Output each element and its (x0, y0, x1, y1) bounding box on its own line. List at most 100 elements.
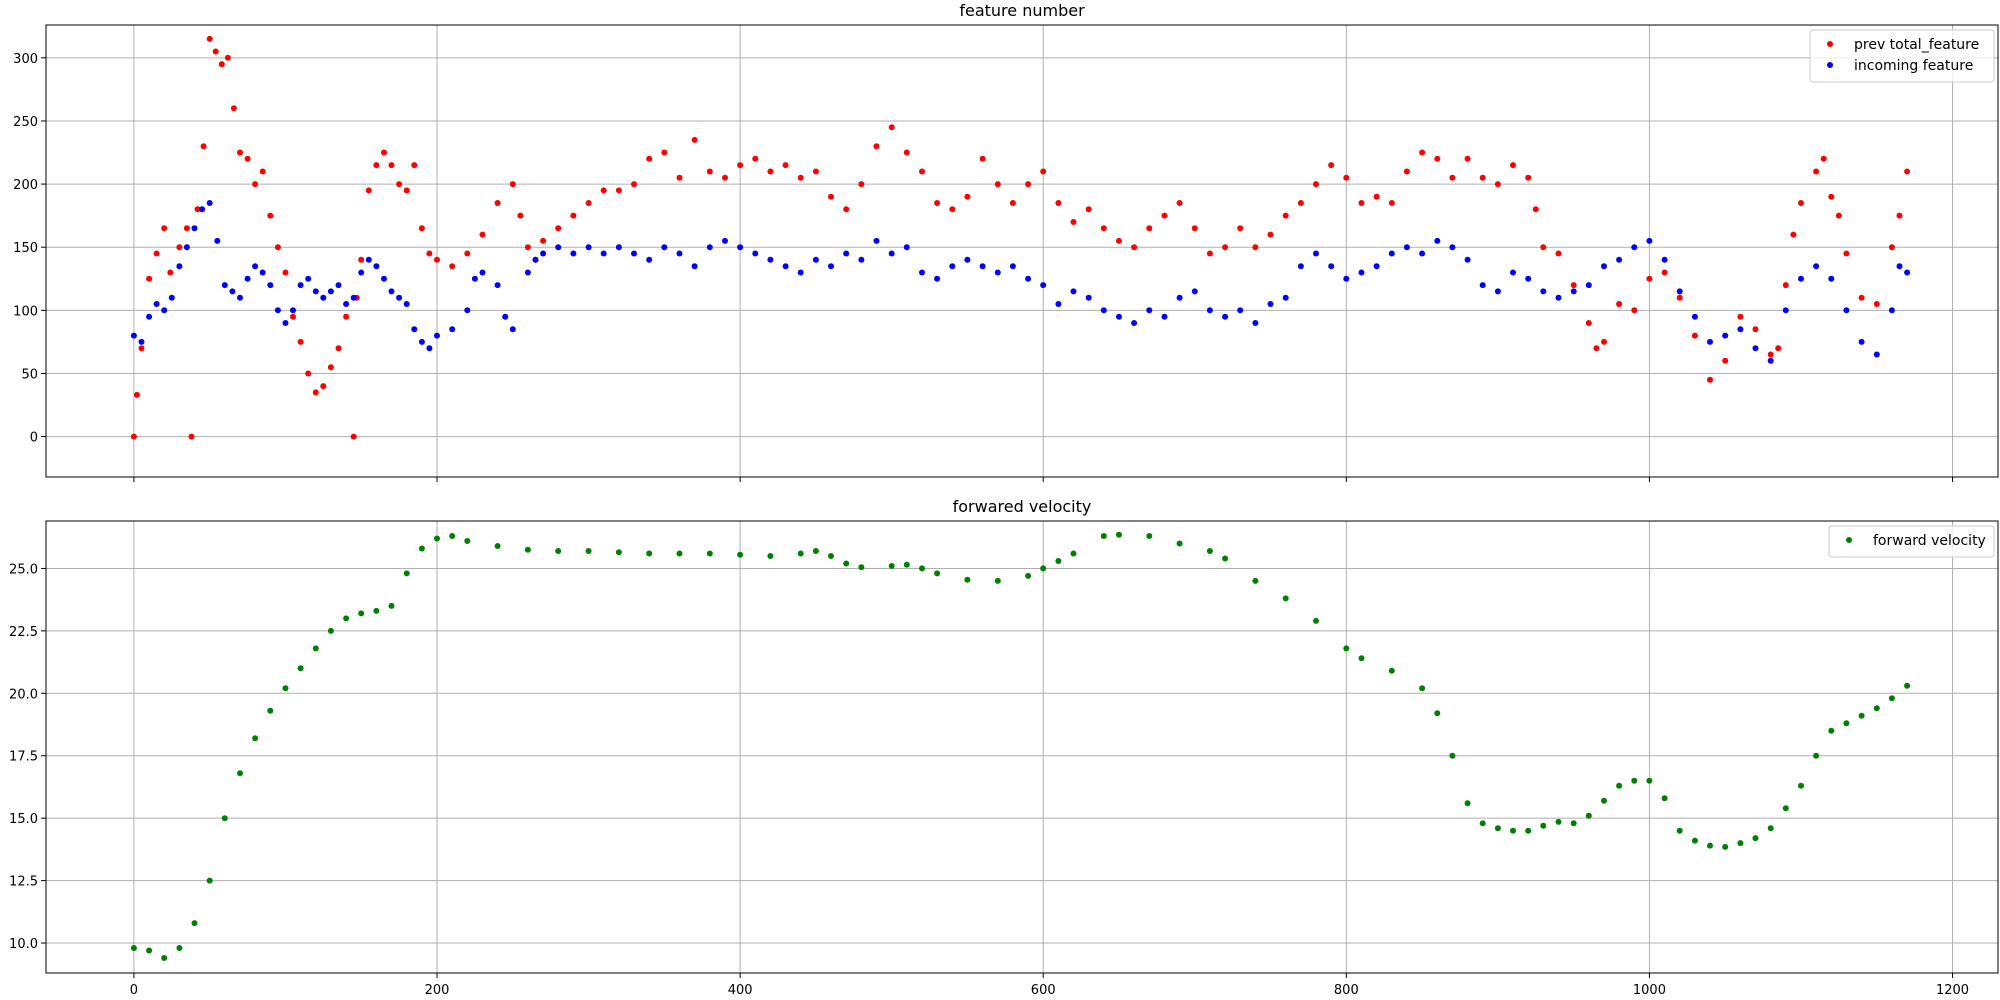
data-point-forward-velocity (221, 815, 228, 822)
data-point-forward-velocity (828, 553, 834, 559)
data-point-incoming-feature (1161, 313, 1168, 320)
data-point-prev-total-feature (1161, 212, 1168, 219)
data-point-incoming-feature (206, 200, 213, 206)
x-tick-label: 200 (425, 983, 450, 998)
data-point-forward-velocity (1116, 531, 1122, 538)
data-point-prev-total-feature (1722, 357, 1729, 364)
data-point-forward-velocity (1494, 825, 1501, 832)
data-point-incoming-feature (524, 269, 531, 276)
data-point-incoming-feature (843, 250, 850, 257)
data-point-incoming-feature (1055, 301, 1062, 307)
legend-label: incoming feature (1854, 58, 1973, 74)
y-tick-label: 0 (30, 431, 38, 446)
data-point-prev-total-feature (1116, 237, 1122, 244)
data-point-incoming-feature (1464, 256, 1471, 263)
data-point-forward-velocity (464, 538, 471, 544)
data-point-prev-total-feature (1131, 244, 1138, 251)
data-point-prev-total-feature (146, 275, 153, 282)
data-point-forward-velocity (964, 576, 971, 583)
data-point-incoming-feature (130, 332, 137, 339)
data-point-prev-total-feature (1464, 155, 1471, 162)
data-point-prev-total-feature (1790, 231, 1797, 238)
data-point-incoming-feature (1601, 263, 1607, 270)
data-point-forward-velocity (1767, 825, 1774, 832)
data-point-incoming-feature (873, 237, 880, 244)
data-point-prev-total-feature (449, 263, 456, 270)
y-tick-label: 10.0 (9, 937, 38, 952)
data-point-incoming-feature (631, 250, 637, 257)
data-point-prev-total-feature (1775, 345, 1782, 352)
data-point-incoming-feature (320, 294, 327, 301)
data-point-prev-total-feature (1085, 206, 1092, 213)
legend-label: prev total_feature (1854, 37, 1979, 53)
data-point-forward-velocity (1691, 837, 1698, 844)
legend: forward velocity (1828, 525, 1995, 558)
data-point-incoming-feature (615, 244, 622, 251)
data-point-incoming-feature (1297, 263, 1304, 270)
data-point-prev-total-feature (1434, 155, 1441, 162)
y-tick-label: 150 (13, 241, 38, 256)
data-point-forward-velocity (161, 955, 168, 961)
data-point-forward-velocity (358, 610, 365, 617)
data-point-incoming-feature (1373, 263, 1380, 270)
data-point-prev-total-feature (752, 155, 759, 162)
data-point-forward-velocity (1722, 843, 1729, 850)
data-point-prev-total-feature (1449, 174, 1456, 181)
data-point-incoming-feature (426, 345, 433, 352)
data-point-forward-velocity (1358, 655, 1365, 662)
data-point-incoming-feature (1494, 288, 1501, 295)
data-point-forward-velocity (206, 877, 213, 884)
data-point-forward-velocity (1070, 550, 1077, 557)
data-point-prev-total-feature (524, 244, 531, 251)
data-point-incoming-feature (1252, 320, 1259, 326)
data-point-prev-total-feature (858, 181, 865, 188)
data-point-incoming-feature (828, 263, 834, 270)
data-point-prev-total-feature (812, 168, 819, 175)
data-point-prev-total-feature (646, 155, 653, 162)
data-point-prev-total-feature (1373, 193, 1380, 200)
data-point-prev-total-feature (1252, 244, 1259, 251)
data-point-forward-velocity (267, 707, 274, 714)
data-point-forward-velocity (767, 553, 774, 559)
data-point-incoming-feature (176, 263, 183, 270)
data-point-prev-total-feature (964, 193, 971, 200)
data-point-incoming-feature (502, 313, 509, 320)
data-point-incoming-feature (1388, 250, 1395, 257)
data-point-prev-total-feature (176, 244, 183, 251)
data-point-forward-velocity (934, 570, 941, 577)
data-point-prev-total-feature (290, 313, 296, 320)
data-point-prev-total-feature (1737, 313, 1744, 320)
data-point-prev-total-feature (873, 143, 880, 150)
data-point-incoming-feature (676, 250, 683, 257)
data-point-incoming-feature (1070, 288, 1077, 295)
data-point-prev-total-feature (1691, 332, 1698, 339)
data-point-prev-total-feature (517, 212, 524, 219)
data-point-forward-velocity (1100, 533, 1107, 539)
data-point-incoming-feature (146, 313, 153, 320)
data-point-incoming-feature (585, 244, 592, 251)
data-point-prev-total-feature (737, 162, 744, 169)
data-point-forward-velocity (1828, 727, 1835, 734)
data-point-forward-velocity (252, 735, 259, 742)
data-point-forward-velocity (676, 550, 683, 557)
data-point-forward-velocity (191, 920, 198, 927)
data-point-incoming-feature (1843, 307, 1850, 314)
data-point-prev-total-feature (888, 124, 895, 131)
data-point-incoming-feature (388, 288, 395, 295)
data-point-prev-total-feature (1191, 225, 1198, 232)
data-point-incoming-feature (199, 206, 206, 213)
data-point-incoming-feature (138, 338, 145, 345)
legend: prev total_feature incoming feature (1809, 29, 1995, 83)
data-point-forward-velocity (1904, 682, 1911, 689)
y-tick-label: 50 (21, 367, 38, 382)
data-point-incoming-feature (1540, 288, 1547, 295)
data-point-incoming-feature (1282, 294, 1289, 301)
data-point-incoming-feature (494, 282, 501, 289)
data-point-incoming-feature (214, 237, 221, 244)
axes-frame (45, 520, 1999, 974)
data-point-incoming-feature (782, 263, 789, 270)
x-tick-label: 400 (728, 983, 753, 998)
y-tick-label: 17.5 (9, 750, 38, 765)
data-point-incoming-feature (1358, 269, 1365, 276)
